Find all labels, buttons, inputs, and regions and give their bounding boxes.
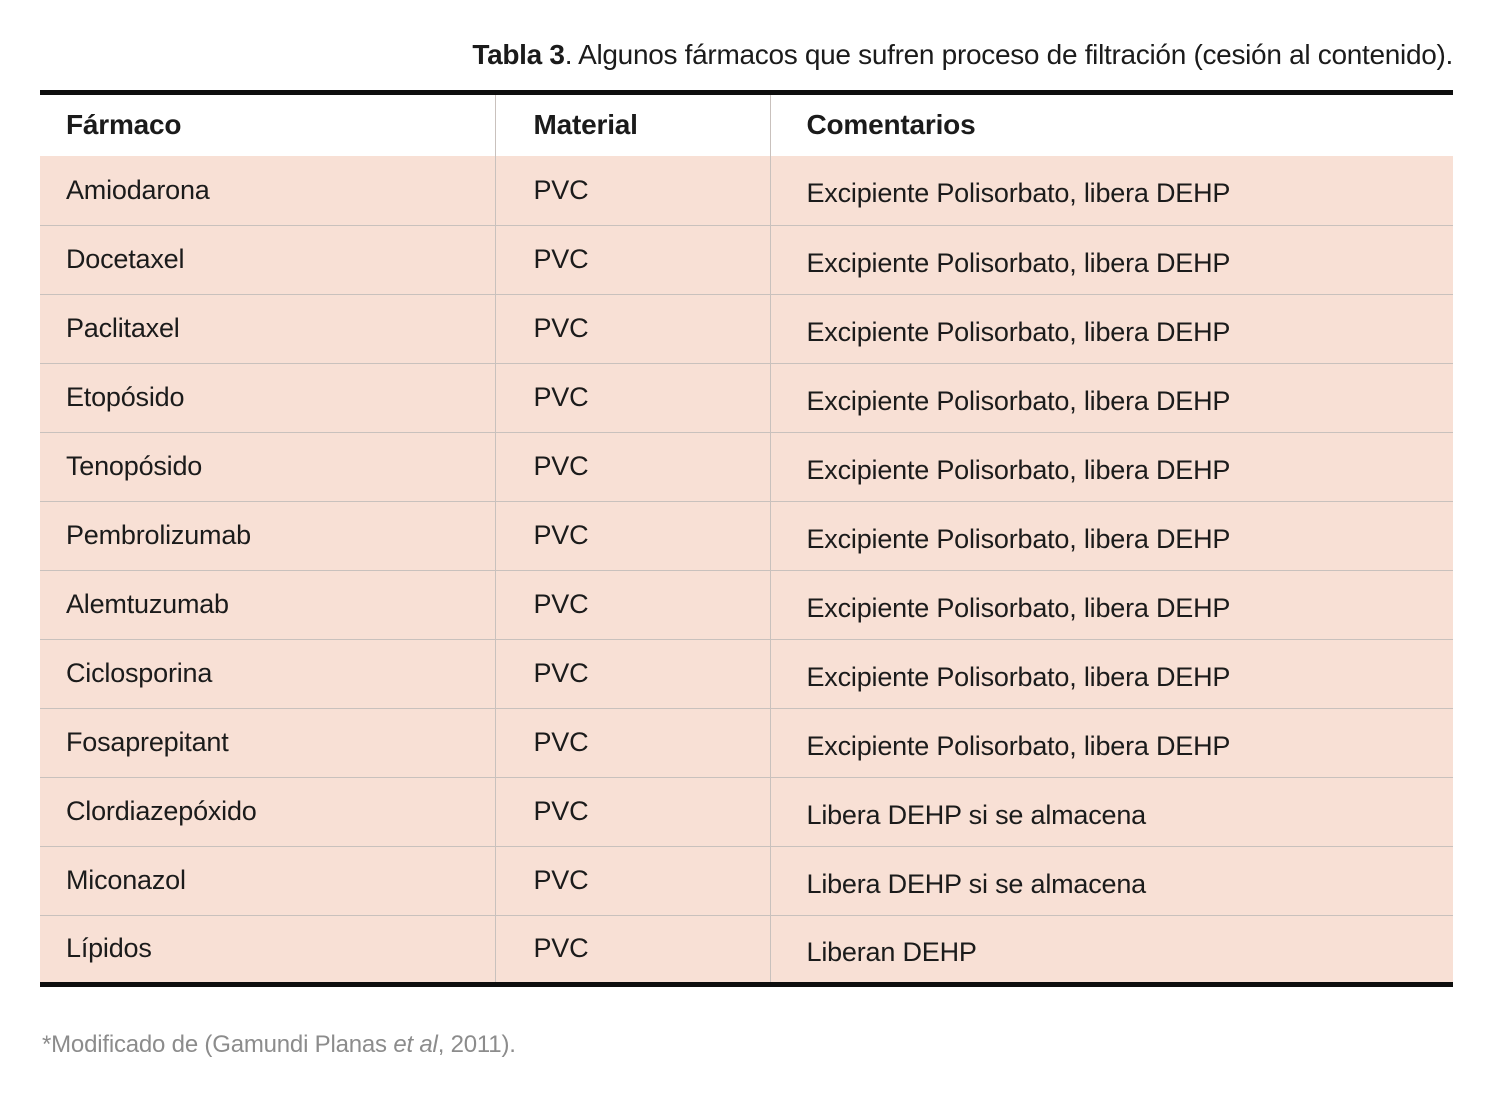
cell-farmaco: Fosaprepitant	[40, 707, 495, 778]
table-body: Amiodarona PVC Excipiente Polisorbato, lib…	[40, 156, 1453, 985]
cell-comentarios: Excipiente Polisorbato, libera DEHP	[769, 224, 1453, 295]
cell-material: PVC	[494, 156, 770, 226]
farmacos-table: Fármaco Material Comentarios Amiodarona P…	[40, 89, 1453, 987]
table-row: Pembrolizumab PVC Excipiente Polisorbato, …	[40, 500, 1453, 571]
table-title-text: . Algunos fármacos que sufren proceso de…	[564, 39, 1454, 70]
table-title: Tabla 3. Algunos fármacos que sufren pro…	[40, 38, 1453, 72]
cell-comentarios: Excipiente Polisorbato, libera DEHP	[769, 431, 1453, 502]
cell-comentarios: Excipiente Polisorbato, libera DEHP	[769, 500, 1453, 571]
table-header: Fármaco Material Comentarios	[40, 92, 1453, 157]
cell-farmaco: Pembrolizumab	[40, 500, 495, 571]
footnote: *Modificado de (Gamundi Planas et al, 20…	[40, 1031, 1455, 1059]
cell-material: PVC	[494, 638, 770, 709]
cell-farmaco: Amiodarona	[40, 156, 495, 226]
cell-farmaco: Miconazol	[40, 845, 495, 916]
cell-farmaco: Paclitaxel	[40, 293, 495, 364]
cell-farmaco: Ciclosporina	[40, 638, 495, 709]
cell-material: PVC	[494, 293, 770, 364]
cell-comentarios: Libera DEHP si se almacena	[769, 776, 1453, 847]
cell-farmaco: Etopósido	[40, 362, 495, 433]
cell-comentarios: Excipiente Polisorbato, libera DEHP	[769, 362, 1453, 433]
cell-comentarios: Excipiente Polisorbato, libera DEHP	[769, 707, 1453, 778]
cell-material: PVC	[494, 500, 770, 571]
table-row: Docetaxel PVC Excipiente Polisorbato, libe…	[40, 224, 1453, 295]
cell-material: PVC	[494, 707, 770, 778]
cell-material: PVC	[494, 914, 770, 985]
cell-comentarios: Excipiente Polisorbato, libera DEHP	[769, 569, 1453, 640]
cell-comentarios: Libera DEHP si se almacena	[769, 845, 1453, 916]
table-row: Etopósido PVC Excipiente Polisorbato, libe…	[40, 362, 1453, 433]
header-comentarios: Comentarios	[769, 92, 1453, 157]
table-row: Amiodarona PVC Excipiente Polisorbato, lib…	[40, 156, 1453, 226]
cell-material: PVC	[494, 224, 770, 295]
table-row: Clordiazepóxido PVC Libera DEHP si se alma…	[40, 776, 1453, 847]
table-title-label: Tabla 3	[472, 39, 565, 70]
header-row: Fármaco Material Comentarios	[40, 92, 1453, 157]
cell-material: PVC	[494, 569, 770, 640]
cell-comentarios: Excipiente Polisorbato, libera DEHP	[769, 156, 1453, 226]
table-row: Lípidos PVC Liberan DEHP	[40, 914, 1453, 985]
cell-material: PVC	[494, 845, 770, 916]
footnote-etal: et al	[393, 1030, 438, 1058]
cell-farmaco: Tenopósido	[40, 431, 495, 502]
table-row: Ciclosporina PVC Excipiente Polisorbato, l…	[40, 638, 1453, 709]
cell-comentarios: Excipiente Polisorbato, libera DEHP	[769, 638, 1453, 709]
header-farmaco: Fármaco	[40, 92, 495, 157]
cell-material: PVC	[494, 431, 770, 502]
table-row: Alemtuzumab PVC Excipiente Polisorbato, li…	[40, 569, 1453, 640]
table-row: Paclitaxel PVC Excipiente Polisorbato, lib…	[40, 293, 1453, 364]
cell-comentarios: Liberan DEHP	[769, 914, 1453, 985]
footnote-suffix: , 2011).	[437, 1030, 516, 1058]
cell-comentarios: Excipiente Polisorbato, libera DEHP	[769, 293, 1453, 364]
table-row: Tenopósido PVC Excipiente Polisorbato, lib…	[40, 431, 1453, 502]
cell-farmaco: Lípidos	[40, 914, 495, 985]
header-material: Material	[494, 92, 770, 157]
footnote-prefix: *Modificado de (Gamundi Planas	[42, 1030, 394, 1058]
cell-material: PVC	[494, 362, 770, 433]
cell-farmaco: Docetaxel	[40, 224, 495, 295]
cell-farmaco: Alemtuzumab	[40, 569, 495, 640]
table-row: Fosaprepitant PVC Excipiente Polisorbato, …	[40, 707, 1453, 778]
table-row: Miconazol PVC Libera DEHP si se almacena	[40, 845, 1453, 916]
cell-farmaco: Clordiazepóxido	[40, 776, 495, 847]
cell-material: PVC	[494, 776, 770, 847]
